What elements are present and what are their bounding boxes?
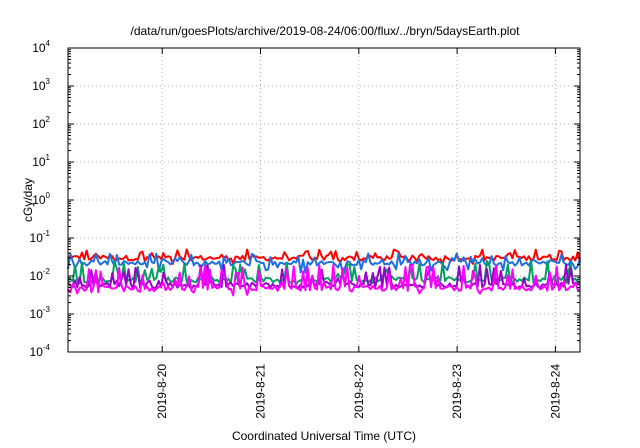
y-tick-label: 104 [32, 39, 50, 55]
y-tick-label: 10-4 [30, 343, 51, 359]
x-axis-label: Coordinated Universal Time (UTC) [232, 429, 416, 443]
x-tick-label: 2019-8-21 [254, 364, 268, 419]
series-line [67, 252, 581, 274]
y-tick-label: 100 [32, 191, 50, 207]
chart-title: /data/run/goesPlots/archive/2019-08-24/0… [131, 24, 521, 38]
y-tick-label: 101 [32, 153, 50, 169]
grid [68, 48, 580, 352]
x-tick-label: 2019-8-22 [352, 364, 366, 419]
x-tick-label: 2019-8-23 [450, 364, 464, 419]
y-tick-label: 10-1 [30, 229, 51, 245]
y-tick-label: 102 [32, 115, 50, 131]
x-axis: 2019-8-20 2019-8-21 2019-8-22 2019-8-23 2019… [155, 48, 562, 419]
series-line [67, 248, 581, 265]
x-tick-label: 2019-8-24 [548, 364, 562, 419]
y-tick-label: 10-2 [30, 267, 51, 283]
series-group [67, 248, 581, 297]
x-tick-label: 2019-8-20 [155, 364, 169, 419]
y-tick-label: 103 [32, 77, 50, 93]
y-axis-label: cGy/day [21, 178, 35, 222]
series-line [67, 263, 581, 297]
y-tick-label: 10-3 [30, 305, 51, 321]
y-axis: 10-4 10-3 10-2 10-1 100 101 102 103 104 [30, 39, 580, 359]
